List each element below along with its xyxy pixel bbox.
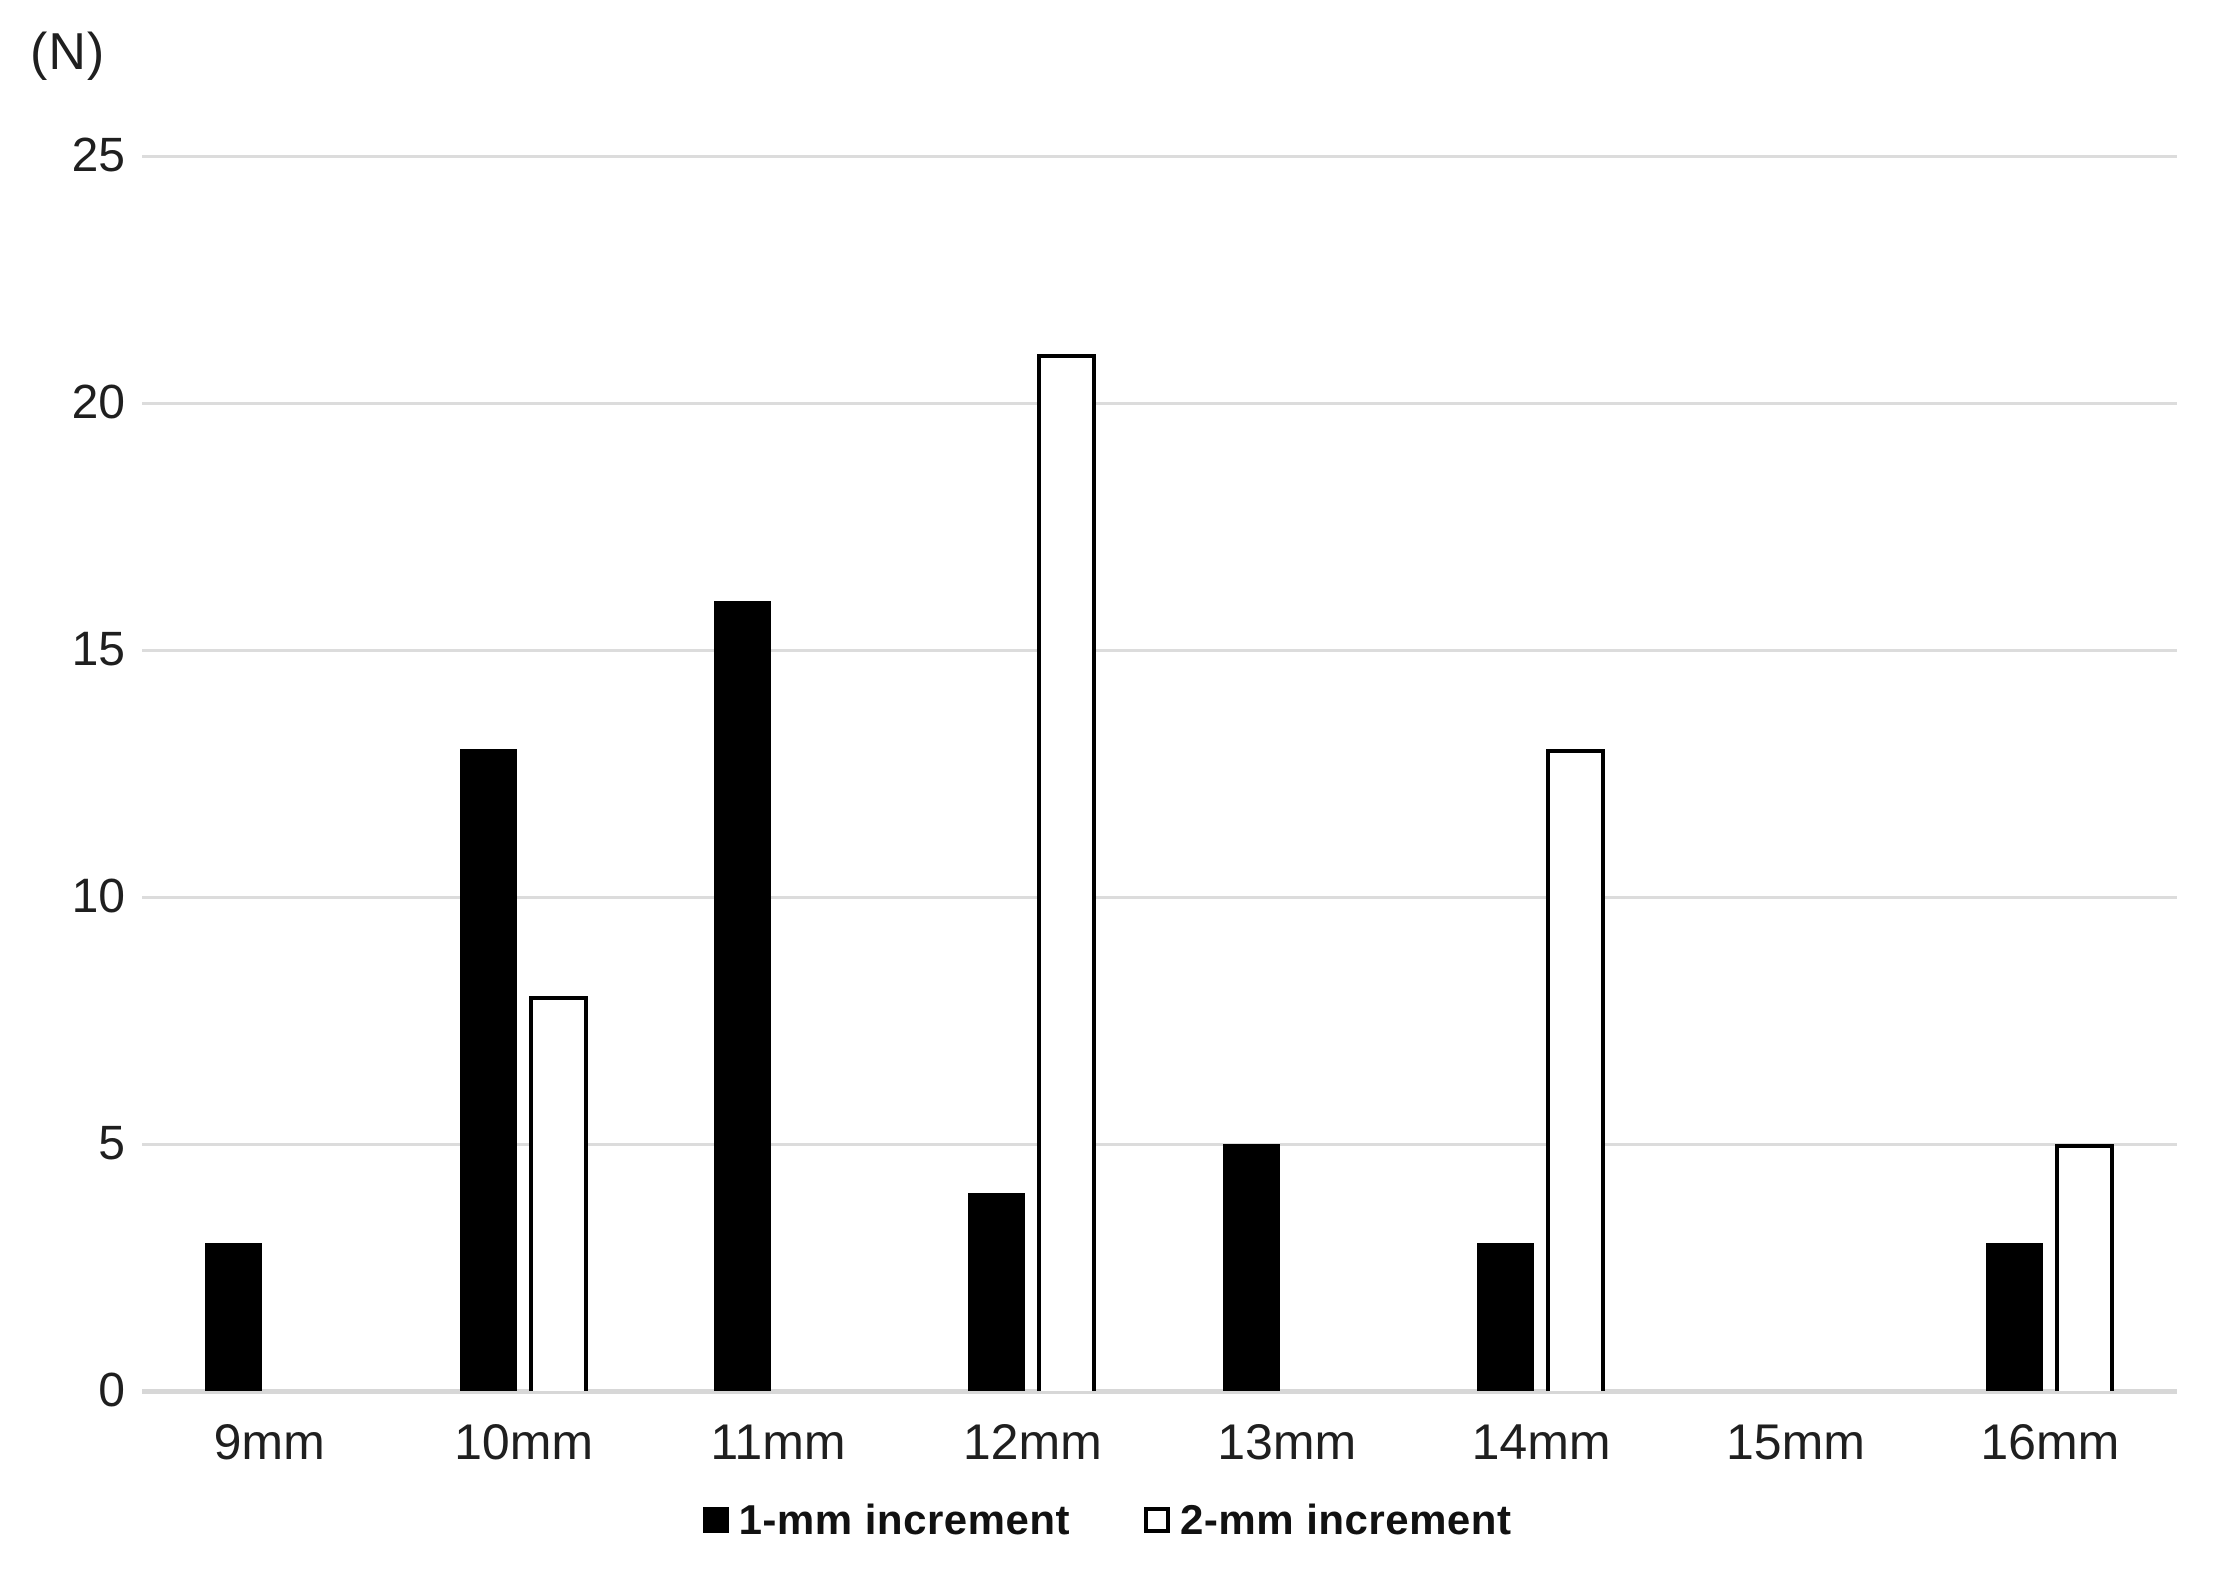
category-15mm (1668, 156, 1922, 1391)
category-14mm (1414, 156, 1668, 1391)
legend-item-2-mm-increment: 2-mm increment (1144, 1496, 1511, 1544)
x-axis-tick-labels: 9mm 10mm 11mm 12mm 13mm 14mm 15mm 16mm (142, 1413, 2177, 1471)
legend-item-1-mm-increment: 1-mm increment (702, 1496, 1070, 1544)
gridline-20 (142, 402, 2177, 405)
legend-label: 1-mm increment (738, 1496, 1070, 1543)
y-tick-label-25: 25 (71, 129, 125, 182)
category-11mm (651, 156, 905, 1391)
category-9mm (142, 156, 396, 1391)
x-tick-label-16mm: 16mm (1980, 1414, 2120, 1470)
legend-filled-square-icon (702, 1507, 729, 1533)
legend-label: 2-mm increment (1180, 1496, 1512, 1543)
gridline-25 (142, 155, 2177, 158)
x-tick-label-14mm: 14mm (1471, 1414, 1611, 1470)
category-13mm (1160, 156, 1414, 1391)
bar-14mm-1-mm-increment (1477, 1243, 1535, 1391)
bar-16mm-2-mm-increment (2054, 1144, 2114, 1391)
y-tick-label-5: 5 (98, 1117, 125, 1170)
bar-12mm-1-mm-increment (968, 1193, 1026, 1391)
x-tick-label-15mm: 15mm (1725, 1414, 1865, 1470)
bar-9mm-1-mm-increment (205, 1243, 263, 1391)
bar-16mm-1-mm-increment (1985, 1243, 2043, 1391)
x-tick-label-13mm: 13mm (1217, 1414, 1357, 1470)
x-tick-label-10mm: 10mm (454, 1414, 594, 1470)
bar-13mm-1-mm-increment (1222, 1144, 1280, 1391)
chart-legend: 1-mm increment 2-mm increment (0, 1496, 2214, 1544)
category-10mm (396, 156, 650, 1391)
y-tick-label-0: 0 (98, 1364, 125, 1417)
bar-14mm-2-mm-increment (1546, 749, 1606, 1391)
x-tick-label-9mm: 9mm (213, 1414, 325, 1470)
y-tick-label-10: 10 (71, 870, 125, 923)
y-tick-label-20: 20 (71, 376, 125, 429)
x-tick-label-12mm: 12mm (962, 1414, 1102, 1470)
bar-categories (142, 156, 2177, 1391)
x-tick-label-11mm: 11mm (710, 1414, 846, 1470)
bar-11mm-1-mm-increment (713, 601, 771, 1391)
x-axis-baseline (142, 1389, 2177, 1394)
y-axis-unit-label: (N) (30, 23, 106, 81)
bar-12mm-2-mm-increment (1037, 354, 1097, 1391)
bar-10mm-1-mm-increment (459, 749, 517, 1391)
y-axis-tick-labels: 0 5 10 15 20 25 (0, 0, 125, 1584)
legend-outlined-square-icon (1144, 1507, 1170, 1533)
gridline-5 (142, 1143, 2177, 1146)
category-12mm (905, 156, 1159, 1391)
bar-10mm-2-mm-increment (528, 996, 588, 1391)
plot-area (142, 155, 2177, 1394)
gridline-10 (142, 896, 2177, 899)
category-16mm (1923, 156, 2177, 1391)
gridline-15 (142, 649, 2177, 652)
y-tick-label-15: 15 (71, 623, 125, 676)
